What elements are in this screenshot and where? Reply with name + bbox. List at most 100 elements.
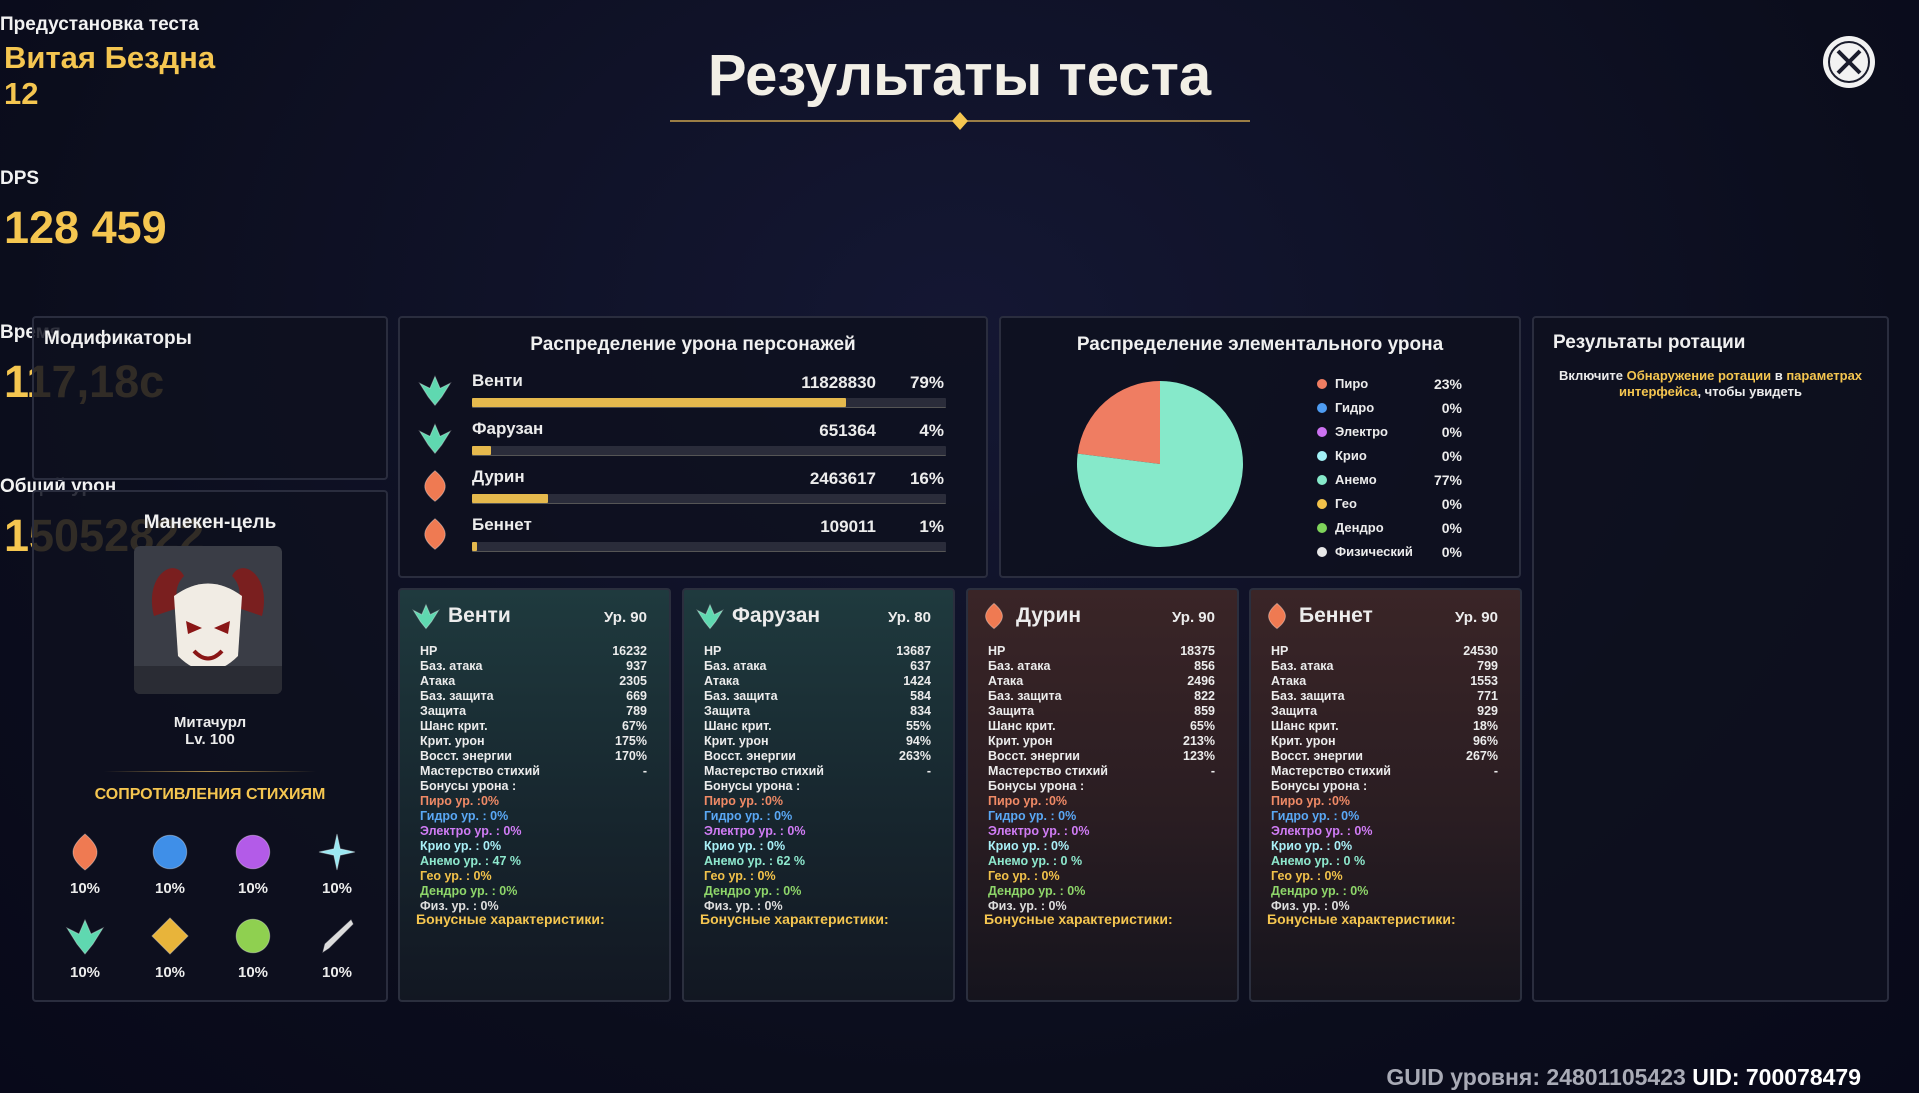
stat-value: 18375 [1180,644,1215,658]
legend-dot [1317,451,1327,461]
page-title: Результаты теста [707,43,1212,108]
stat-box: Предустановка теста Витая Бездна 12 [0,14,230,154]
stat-value: 2496 [1187,674,1215,688]
stat-name: Бонусы урона : [1271,779,1368,793]
legend-dot [1317,523,1327,533]
stat-value: - [1493,764,1498,778]
damage-bonus: Электро ур. : 0% [704,824,806,838]
card-level: Ур. 90 [1455,609,1498,626]
element-icon [72,833,98,871]
pie-slice [1077,381,1160,464]
bonus-title: Бонусные характеристики: [700,911,889,927]
uid: UID: 700078479 [1692,1064,1861,1090]
stat-name: HP [704,644,722,658]
stat-name: HP [988,644,1006,658]
character-name: Венти [472,371,523,390]
stat-value: 24530 [1463,644,1498,658]
stat-name: Баз. защита [988,689,1062,703]
element-icon [424,518,446,550]
stat-name: HP [1271,644,1289,658]
damage-bar [472,446,491,455]
damage-bonus: Дендро ур. : 0% [704,884,802,898]
stat-value: 929 [1477,704,1498,718]
stat-label: DPS [0,168,40,189]
stat-name: Защита [1271,704,1318,718]
legend-value: 23% [1433,376,1462,392]
stat-name: Крит. урон [1271,734,1336,748]
character-card: Беннет Ур. 90 HP 24530 Баз. атака 799 Атака 155… [1249,588,1522,1002]
stat-name: Восст. энергии [988,749,1080,763]
legend-name: Гидро [1335,400,1375,415]
legend-dot [1317,403,1327,413]
panel-title: Результаты ротации [1553,332,1746,353]
panel-title: Манекен-цель [143,512,277,533]
close-button[interactable] [1821,34,1877,90]
stat-value: 263% [899,749,931,763]
legend-name: Физический [1335,544,1413,559]
stat-value: 16232 [612,644,647,658]
stat-value: 937 [626,659,647,673]
stat-name: Атака [420,674,456,688]
damage-bonus: Электро ур. : 0% [420,824,522,838]
card-name: Фарузан [732,604,821,627]
legend-value: 0% [1441,544,1462,560]
damage-bonus: Анемо ур. : 0 % [988,854,1083,868]
element-icon [1268,602,1286,630]
stat-value: 128 459 [4,202,167,253]
stat-name: Восст. энергии [420,749,512,763]
stat-box: DPS 128 459 [0,168,295,308]
message-part: параметрах интерфейса [1619,368,1863,399]
damage-bonus: Гео ур. : 0% [1271,869,1343,883]
stat-value: 213% [1183,734,1215,748]
damage-bonus: Гидро ур. : 0% [420,809,509,823]
character-name: Фарузан [472,419,544,438]
target-level: Lv. 100 [185,731,235,748]
stat-name: Шанс крит. [420,719,488,733]
element-icon [318,833,356,871]
stat-name: Баз. атака [988,659,1051,673]
stat-value: 771 [1477,689,1498,703]
bonus-title: Бонусные характеристики: [984,911,1173,927]
element-icon [418,375,452,407]
message-part: в [1771,368,1787,383]
stat-value: - [642,764,647,778]
stat-name: Шанс крит. [1271,719,1339,733]
stat-name: Мастерство стихий [704,764,824,778]
legend-value: 0% [1441,496,1462,512]
damage-percent: 16% [909,469,944,488]
card-level: Ур. 80 [888,609,931,626]
damage-bonus: Анемо ур. : 62 % [704,854,806,868]
character-card: Дурин Ур. 90 HP 18375 Баз. атака 856 Атака 2496… [966,588,1239,1002]
damage-percent: 79% [909,373,944,392]
legend-dot [1317,547,1327,557]
stat-name: Защита [988,704,1035,718]
stat-name: Баз. защита [420,689,494,703]
damage-percent: 1% [919,517,944,536]
target-portrait [134,546,282,694]
legend-name: Электро [1335,424,1388,439]
stat-value: 799 [1477,659,1498,673]
character-name: Дурин [472,467,525,486]
resistance-value: 10% [69,880,101,897]
damage-bonus: Физ. ур. : 0% [420,899,499,913]
stat-value: 584 [910,689,931,703]
stat-name: Защита [704,704,751,718]
resistance-value: 10% [69,964,101,981]
stat-value: Витая Бездна 12 [4,40,216,111]
bar-track [472,542,946,552]
rotation-message: Включите Обнаружение ротации в параметра… [1554,368,1867,400]
target-name: Митачурл [173,714,247,731]
damage-bar [472,542,477,551]
damage-bonus: Гео ур. : 0% [420,869,492,883]
bar-track [472,446,946,456]
panel-title: Распределение элементального урона [1076,334,1444,355]
legend-name: Пиро [1335,376,1369,391]
stat-name: Баз. защита [1271,689,1345,703]
damage-bonus: Дендро ур. : 0% [988,884,1086,898]
message-part: Обнаружение ротации [1626,368,1772,383]
damage-bonus: Пиро ур. :0% [420,794,500,808]
element-icon [151,917,189,955]
character-card: Венти Ур. 90 HP 16232 Баз. атака 937 Атака 2305… [398,588,671,1002]
stat-value: - [926,764,931,778]
stat-value: 123% [1183,749,1215,763]
